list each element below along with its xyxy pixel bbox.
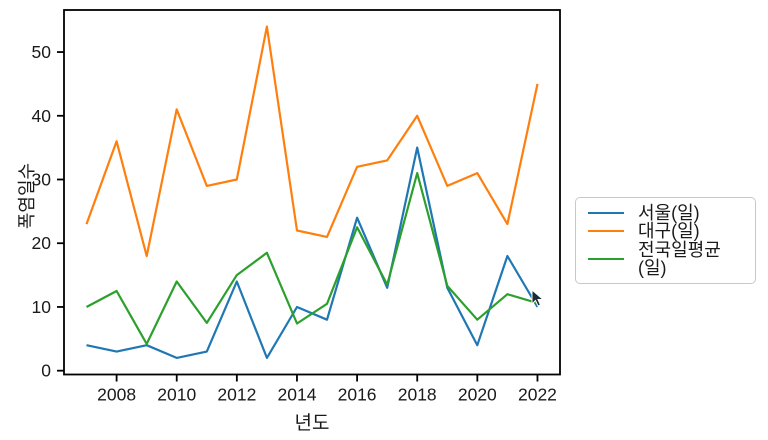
legend-label: 서울(일): [638, 203, 700, 224]
x-tick-label: 2018: [398, 385, 437, 405]
y-tick-label: 20: [32, 233, 52, 253]
x-tick-label: 2020: [458, 385, 497, 405]
legend-line-swatch: [588, 230, 624, 233]
legend-item: 서울(일): [588, 204, 745, 222]
y-tick-label: 10: [32, 297, 52, 317]
y-tick-label: 50: [32, 42, 52, 62]
x-tick-label: 2010: [157, 385, 196, 405]
legend-label: 대구(일): [638, 221, 700, 242]
legend-item: 대구(일): [588, 222, 745, 240]
series-line-전국일평균(일): [85, 172, 538, 345]
x-tick-label: 2014: [278, 385, 317, 405]
x-tick-label: 2008: [97, 385, 136, 405]
legend: 서울(일) 대구(일) 전국일평균(일): [575, 197, 756, 284]
x-tick-label: 2012: [217, 385, 256, 405]
y-axis-label: 폭염일수: [17, 162, 37, 230]
legend-line-swatch: [588, 212, 624, 215]
y-tick-label: 40: [32, 106, 52, 126]
series-line-대구(일): [85, 25, 539, 258]
y-tick-label: 30: [32, 170, 52, 190]
legend-item: 전국일평균(일): [588, 241, 745, 277]
legend-line-swatch: [588, 257, 624, 260]
x-axis-label: 년도: [294, 413, 330, 434]
y-tick-label: 0: [41, 361, 51, 381]
x-tick-label: 2016: [338, 385, 377, 405]
x-tick-label: 2022: [518, 385, 557, 405]
plot-frame: [63, 9, 561, 376]
legend-label: 전국일평균(일): [638, 239, 721, 278]
